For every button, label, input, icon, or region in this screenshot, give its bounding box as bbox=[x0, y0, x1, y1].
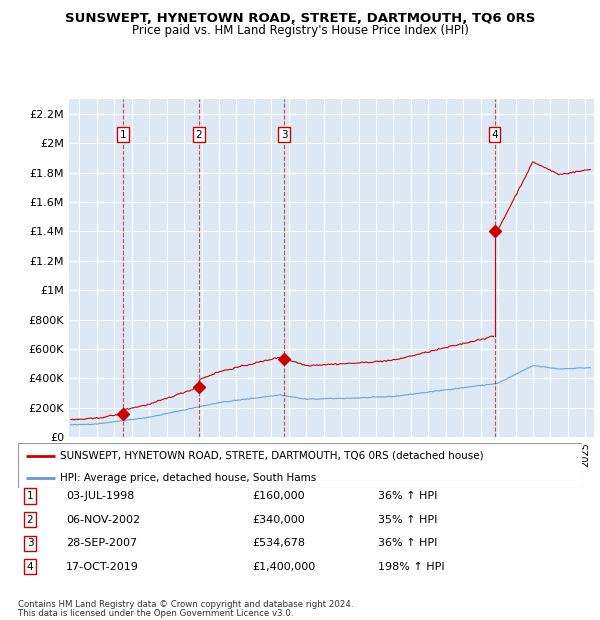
Text: This data is licensed under the Open Government Licence v3.0.: This data is licensed under the Open Gov… bbox=[18, 608, 293, 618]
Text: 35% ↑ HPI: 35% ↑ HPI bbox=[378, 515, 437, 525]
Text: 4: 4 bbox=[491, 130, 498, 140]
Text: 198% ↑ HPI: 198% ↑ HPI bbox=[378, 562, 445, 572]
Text: 36% ↑ HPI: 36% ↑ HPI bbox=[378, 538, 437, 548]
Text: 1: 1 bbox=[120, 130, 127, 140]
Text: 36% ↑ HPI: 36% ↑ HPI bbox=[378, 491, 437, 501]
Text: £534,678: £534,678 bbox=[252, 538, 305, 548]
Text: 2: 2 bbox=[26, 515, 34, 525]
Text: SUNSWEPT, HYNETOWN ROAD, STRETE, DARTMOUTH, TQ6 0RS (detached house): SUNSWEPT, HYNETOWN ROAD, STRETE, DARTMOU… bbox=[60, 451, 484, 461]
Text: Price paid vs. HM Land Registry's House Price Index (HPI): Price paid vs. HM Land Registry's House … bbox=[131, 24, 469, 37]
Text: 06-NOV-2002: 06-NOV-2002 bbox=[66, 515, 140, 525]
Text: 1: 1 bbox=[26, 491, 34, 501]
Text: 4: 4 bbox=[26, 562, 34, 572]
Text: Contains HM Land Registry data © Crown copyright and database right 2024.: Contains HM Land Registry data © Crown c… bbox=[18, 600, 353, 609]
Text: £1,400,000: £1,400,000 bbox=[252, 562, 315, 572]
Text: 03-JUL-1998: 03-JUL-1998 bbox=[66, 491, 134, 501]
Text: 3: 3 bbox=[281, 130, 288, 140]
Text: £340,000: £340,000 bbox=[252, 515, 305, 525]
Text: 2: 2 bbox=[196, 130, 202, 140]
Text: 28-SEP-2007: 28-SEP-2007 bbox=[66, 538, 137, 548]
Text: HPI: Average price, detached house, South Hams: HPI: Average price, detached house, Sout… bbox=[60, 473, 317, 483]
Text: 3: 3 bbox=[26, 538, 34, 548]
Text: 17-OCT-2019: 17-OCT-2019 bbox=[66, 562, 139, 572]
Text: £160,000: £160,000 bbox=[252, 491, 305, 501]
Text: SUNSWEPT, HYNETOWN ROAD, STRETE, DARTMOUTH, TQ6 0RS: SUNSWEPT, HYNETOWN ROAD, STRETE, DARTMOU… bbox=[65, 12, 535, 25]
